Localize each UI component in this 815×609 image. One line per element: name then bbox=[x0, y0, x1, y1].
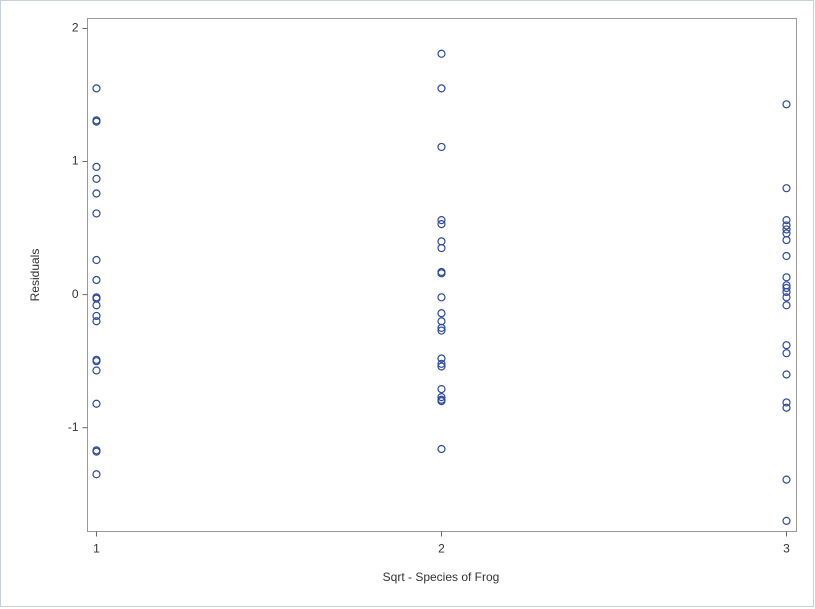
point bbox=[782, 341, 791, 350]
point bbox=[437, 84, 446, 93]
x-tick-label: 2 bbox=[438, 542, 445, 556]
point bbox=[782, 273, 791, 282]
point bbox=[437, 49, 446, 58]
point bbox=[782, 235, 791, 245]
plot-area bbox=[87, 18, 797, 532]
x-tick-label: 1 bbox=[93, 542, 100, 556]
point bbox=[92, 117, 101, 126]
point bbox=[782, 216, 791, 225]
point bbox=[92, 174, 101, 183]
y-tick-label: 1 bbox=[72, 154, 79, 168]
point bbox=[782, 403, 791, 412]
point bbox=[92, 317, 101, 326]
point bbox=[92, 366, 101, 375]
y-tick-label: -1 bbox=[68, 420, 79, 434]
y-axis-label: Residuals bbox=[28, 249, 42, 302]
point bbox=[437, 269, 446, 278]
point bbox=[437, 392, 446, 402]
x-axis-label: Sqrt - Species of Frog bbox=[383, 570, 500, 584]
point bbox=[437, 444, 446, 454]
point bbox=[437, 243, 446, 253]
point bbox=[782, 287, 791, 297]
point bbox=[92, 357, 101, 366]
point bbox=[92, 162, 101, 171]
point bbox=[782, 301, 791, 310]
point bbox=[437, 323, 446, 332]
point bbox=[782, 184, 791, 193]
y-tick-label: 0 bbox=[72, 287, 79, 301]
point bbox=[782, 370, 791, 379]
point bbox=[437, 142, 446, 152]
point bbox=[437, 385, 446, 394]
point bbox=[782, 225, 791, 234]
point bbox=[437, 354, 446, 363]
point bbox=[782, 475, 791, 484]
point bbox=[782, 349, 791, 358]
point bbox=[437, 326, 446, 335]
point bbox=[782, 100, 791, 109]
point bbox=[782, 221, 791, 230]
point bbox=[782, 516, 791, 525]
point bbox=[437, 219, 446, 229]
point bbox=[782, 293, 791, 302]
point bbox=[92, 84, 101, 93]
point bbox=[92, 255, 101, 265]
point bbox=[437, 396, 446, 406]
point bbox=[92, 311, 101, 321]
point bbox=[437, 293, 446, 302]
point bbox=[92, 470, 101, 479]
point bbox=[782, 251, 791, 261]
point bbox=[92, 447, 101, 456]
point bbox=[92, 275, 101, 285]
point bbox=[437, 309, 446, 318]
point bbox=[782, 283, 791, 293]
point bbox=[782, 398, 791, 407]
point bbox=[437, 359, 446, 368]
y-tick-label: 2 bbox=[72, 21, 79, 35]
point bbox=[92, 399, 101, 408]
point bbox=[92, 189, 101, 198]
x-tick-label: 3 bbox=[783, 542, 790, 556]
point bbox=[437, 362, 446, 371]
point bbox=[437, 216, 446, 225]
point bbox=[92, 209, 101, 218]
point bbox=[92, 301, 101, 310]
